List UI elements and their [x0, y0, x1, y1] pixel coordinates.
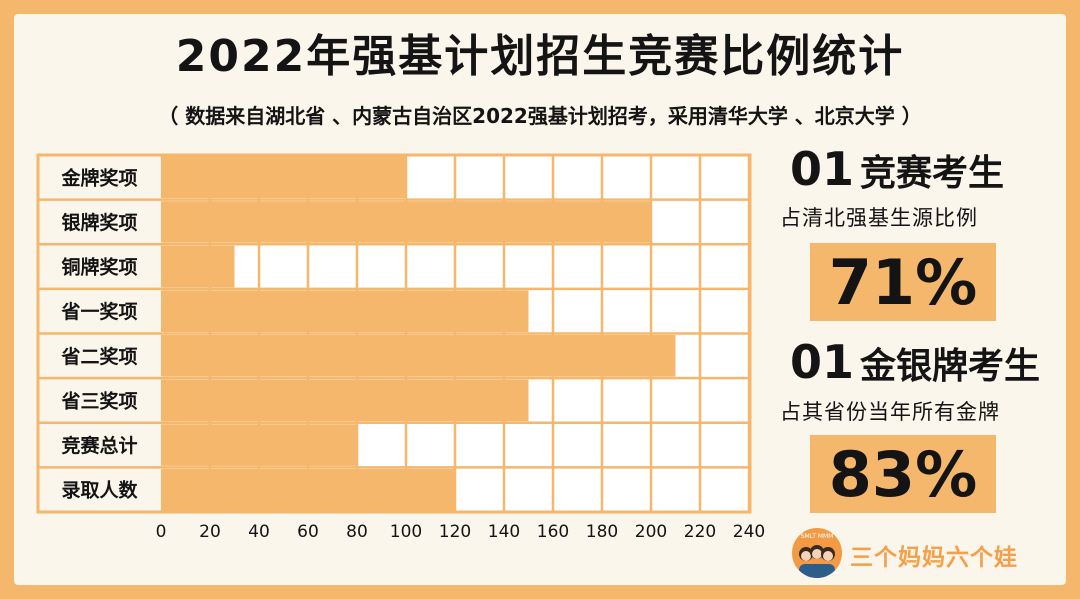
- category-label-4: 省二奖项: [60, 345, 137, 368]
- page-subtitle: （ 数据来自湖北省 、内蒙古自治区2022强基计划招考，采用清华大学 、北京大学…: [158, 104, 922, 128]
- x-tick-label-0: 0: [156, 522, 167, 542]
- x-tick-label-4: 80: [346, 522, 368, 542]
- bar-6: [161, 424, 357, 466]
- three-mothers-avatar-logo-icon: SMLT MMM: [792, 528, 842, 578]
- x-tick-label-6: 120: [439, 522, 471, 542]
- brand-name: 三个妈妈六个娃: [850, 545, 1018, 571]
- stat-1-number: 01: [790, 142, 855, 196]
- bar-2: [161, 245, 235, 288]
- x-tick-label-7: 140: [488, 522, 520, 542]
- category-label-3: 省一奖项: [60, 300, 137, 323]
- category-label-1: 银牌奖项: [61, 211, 137, 234]
- category-label-6: 竞赛总计: [61, 434, 137, 457]
- x-tick-label-2: 40: [248, 522, 270, 542]
- x-tick-label-12: 240: [733, 522, 765, 542]
- stat-2-description: 占其省份当年所有金牌: [780, 400, 1000, 424]
- plot-frame: [36, 153, 752, 514]
- stat-1-description: 占清北强基生源比例: [780, 206, 978, 230]
- x-tick-label-8: 160: [537, 522, 569, 542]
- logo-text: SMLT MMM: [800, 533, 834, 540]
- bar-1: [161, 201, 651, 243]
- stat-1-title: 竞赛考生: [860, 153, 1005, 194]
- avatar-faces-icon: [799, 545, 835, 578]
- stat-2-title: 金银牌考生: [860, 346, 1041, 387]
- bar-3: [161, 290, 529, 332]
- stat-2-number: 01: [790, 335, 855, 389]
- x-tick-label-9: 180: [586, 522, 618, 542]
- x-tick-label-10: 200: [635, 522, 667, 542]
- category-label-2: 铜牌奖项: [61, 256, 137, 279]
- bar-5: [161, 379, 529, 422]
- category-label-0: 金牌奖项: [60, 166, 137, 189]
- x-tick-label-5: 100: [390, 522, 422, 542]
- stat-1-value: 71%: [810, 243, 996, 321]
- x-tick-label-11: 220: [684, 522, 716, 542]
- bar-4: [161, 335, 676, 377]
- category-label-7: 录取人数: [61, 479, 138, 502]
- bar-7: [161, 468, 455, 511]
- stat-2-heading: 01 金银牌考生: [790, 335, 1070, 389]
- x-tick-label-1: 20: [199, 522, 221, 542]
- bar-0: [161, 156, 406, 199]
- stat-1-heading: 01 竞赛考生: [790, 142, 1070, 196]
- brand[interactable]: SMLT MMM 三个妈妈六个娃: [792, 528, 1072, 580]
- category-label-5: 省三奖项: [60, 389, 137, 412]
- x-tick-label-3: 60: [297, 522, 319, 542]
- page-title: 2022年强基计划招生竞赛比例统计: [175, 31, 905, 82]
- stat-2-value: 83%: [810, 435, 996, 513]
